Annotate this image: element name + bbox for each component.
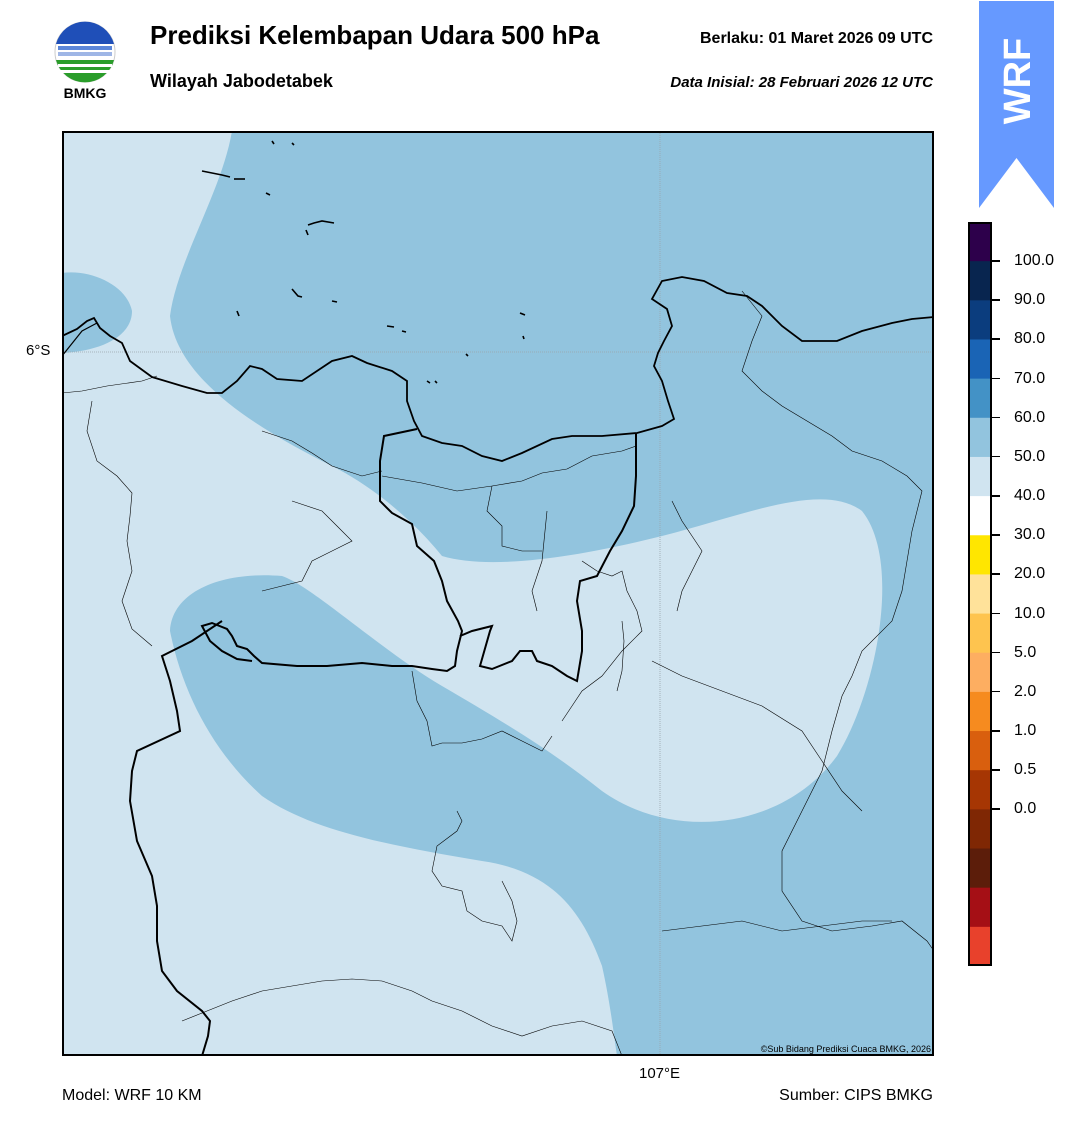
map-frame <box>62 131 934 1056</box>
colorbar-tick-label: 90.0 <box>1014 291 1046 309</box>
humidity-band-60-70-nw <box>62 272 132 353</box>
colorbar-tick <box>992 730 1000 732</box>
colorbar-segment <box>968 261 992 301</box>
colorbar-tick <box>992 338 1000 340</box>
colorbar-segment <box>968 535 992 575</box>
colorbar-tick-label: 80.0 <box>1014 330 1046 348</box>
colorbar-tick <box>992 534 1000 536</box>
regency-borders <box>62 290 934 1056</box>
colorbar-segment <box>968 456 992 497</box>
map-subtitle: Wilayah Jabodetabek <box>150 71 333 91</box>
lon-label: 107°E <box>639 1065 681 1082</box>
colorbar-segment <box>968 222 992 262</box>
colorbar-tick <box>992 808 1000 810</box>
colorbar-tick-label: 70.0 <box>1014 369 1046 387</box>
colorbar-tick <box>992 495 1000 497</box>
colorbar-tick-label: 0.5 <box>1014 761 1037 779</box>
colorbar-tick <box>992 573 1000 575</box>
colorbar-tick-label: 50.0 <box>1014 447 1046 465</box>
copyright-text: ©Sub Bidang Prediksi Cuaca BMKG, 2026 <box>760 1044 931 1054</box>
colorbar-tick-label: 0.0 <box>1014 800 1037 818</box>
colorbar-segment <box>968 652 992 693</box>
colorbar-segment <box>968 496 992 536</box>
province-border-east <box>459 433 637 683</box>
colorbar-segment <box>968 378 992 419</box>
coastline-west <box>62 322 98 357</box>
colorbar-segment <box>968 613 992 654</box>
colorbar-segment <box>968 339 992 380</box>
model-label: Model: WRF 10 KM <box>62 1087 202 1104</box>
colorbar-tick <box>992 690 1000 693</box>
wrf-badge-text: WRF <box>997 38 1039 125</box>
colorbar-tick-label: 5.0 <box>1014 643 1037 661</box>
colorbar-tick <box>992 260 1000 262</box>
colorbar <box>968 222 992 966</box>
colorbar-tick-label: 2.0 <box>1014 682 1037 700</box>
init-time: Data Inisial: 28 Februari 2026 12 UTC <box>670 74 933 91</box>
colorbar-tick-label: 1.0 <box>1014 722 1037 740</box>
lat-label: 6°S <box>26 342 51 359</box>
colorbar-tick <box>992 612 1000 615</box>
colorbar-tick <box>992 299 1000 301</box>
colorbar-tick <box>992 416 1000 419</box>
bmkg-logo-icon <box>54 21 116 83</box>
colorbar-tick <box>992 455 1000 458</box>
colorbar-segment <box>968 417 992 458</box>
colorbar-tick-label: 30.0 <box>1014 526 1046 544</box>
colorbar-segment <box>968 848 992 889</box>
colorbar-segment <box>968 809 992 850</box>
colorbar-segment <box>968 887 992 928</box>
colorbar-tick-label: 40.0 <box>1014 487 1046 505</box>
colorbar-tick-label: 100.0 <box>1014 252 1055 270</box>
humidity-band-50-60-west <box>62 131 883 1056</box>
wrf-badge: WRF <box>979 1 1054 208</box>
valid-time: Berlaku: 01 Maret 2026 09 UTC <box>700 30 933 47</box>
colorbar-segment <box>968 300 992 340</box>
province-border-west <box>128 620 223 1056</box>
colorbar-tick-label: 20.0 <box>1014 565 1046 583</box>
colorbar-tick <box>992 377 1000 380</box>
colorbar-segment <box>968 691 992 732</box>
colorbar-tick-label: 10.0 <box>1014 604 1046 622</box>
colorbar-tick <box>992 769 1000 771</box>
colorbar-frame <box>968 222 992 966</box>
source-label: Sumber: CIPS BMKG <box>779 1087 933 1104</box>
thousand-islands <box>201 140 526 384</box>
colorbar-segment <box>968 731 992 771</box>
colorbar-tick <box>992 651 1000 654</box>
colorbar-segment <box>968 574 992 615</box>
bmkg-logo-text: BMKG <box>63 85 107 101</box>
colorbar-segment <box>968 770 992 810</box>
humidity-map <box>62 131 934 1056</box>
map-title: Prediksi Kelembapan Udara 500 hPa <box>150 20 600 50</box>
colorbar-tick-label: 60.0 <box>1014 408 1046 426</box>
coastline <box>62 276 934 462</box>
colorbar-segment <box>968 926 992 966</box>
